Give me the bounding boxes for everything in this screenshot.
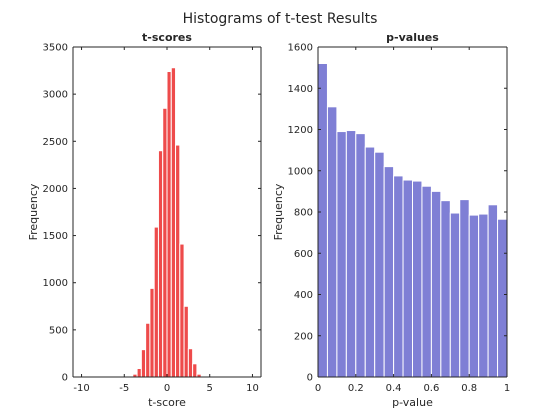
y-tick-label: 1600: [288, 43, 313, 54]
panel-title: t-scores: [142, 31, 192, 44]
y-tick-label: 2500: [43, 137, 68, 148]
bars: [317, 63, 508, 378]
histogram-bar: [153, 226, 159, 378]
histogram-bar: [355, 133, 366, 378]
x-tick-label: 10: [246, 383, 259, 394]
x-tick-label: 0.6: [423, 383, 439, 394]
histogram-bar: [345, 130, 357, 378]
x-tick-label: 0.4: [386, 383, 402, 394]
y-tick-label: 0: [307, 373, 313, 384]
x-tick-label: -5: [119, 383, 129, 394]
figure-title: Histograms of t-test Results: [183, 11, 378, 27]
histogram-bar: [192, 363, 198, 378]
y-tick-label: 3500: [43, 43, 68, 54]
histogram-bar: [145, 322, 151, 378]
t-scores-histogram: -10 -5 0 5 10 0 500 1000 1500 2000 2500 3000 3500 t-s…: [27, 31, 262, 409]
y-ticks: 0 500 1000 1500 2000 2500 3000 3500: [43, 43, 261, 384]
y-tick-label: 600: [294, 249, 313, 260]
histogram-bar: [170, 67, 177, 378]
histogram-bar: [136, 368, 142, 378]
histogram-bar: [175, 144, 181, 378]
y-tick-label: 200: [294, 331, 313, 342]
histogram-bar: [497, 218, 508, 378]
x-tick-label: 5: [207, 383, 213, 394]
histogram-bar: [449, 212, 461, 378]
p-values-histogram: 0 0.2 0.4 0.6 0.8 1 0 200 400 600 800 1000 1200 1400 1…: [272, 31, 510, 409]
histogram-bar: [487, 204, 499, 378]
histogram-bar: [468, 214, 480, 378]
x-tick-label: 0.2: [348, 383, 364, 394]
y-tick-label: 1200: [288, 125, 313, 136]
histogram-bar: [402, 179, 413, 378]
histogram-bar: [140, 349, 147, 378]
y-tick-label: 1400: [288, 84, 313, 95]
histogram-bar: [179, 243, 185, 378]
y-tick-label: 1000: [288, 166, 313, 177]
histogram-bar: [383, 166, 395, 378]
histogram-bar: [374, 151, 385, 378]
histogram-bar: [459, 199, 470, 378]
histogram-bar: [412, 180, 423, 378]
y-tick-label: 800: [294, 208, 313, 219]
x-axis-label: p-value: [392, 396, 433, 409]
y-tick-label: 0: [62, 373, 68, 384]
y-tick-label: 1000: [43, 278, 68, 289]
x-axis-label: t-score: [148, 396, 186, 409]
x-tick-label: -10: [73, 383, 89, 394]
x-tick-label: 0: [315, 383, 321, 394]
x-tick-label: 1: [504, 383, 510, 394]
panel-title: p-values: [386, 31, 439, 44]
x-tick-label: 0: [164, 383, 170, 394]
x-tick-label: 0.8: [461, 383, 477, 394]
histogram-bar: [183, 305, 189, 378]
histogram-bar: [157, 150, 164, 378]
histogram-bar: [478, 213, 489, 378]
y-tick-label: 400: [294, 290, 313, 301]
histogram-bar: [162, 107, 168, 378]
histogram-bar: [364, 146, 376, 378]
histogram-bar: [430, 190, 442, 378]
histogram-bar: [149, 287, 155, 378]
y-axis-label: Frequency: [27, 183, 40, 240]
y-tick-label: 3000: [43, 90, 68, 101]
y-tick-label: 2000: [43, 184, 68, 195]
y-tick-label: 500: [49, 325, 68, 336]
histogram-bar: [421, 185, 432, 378]
histogram-bar: [166, 71, 172, 378]
histogram-bar: [187, 348, 194, 378]
histogram-bar: [326, 106, 338, 378]
histogram-bar: [440, 200, 451, 378]
y-tick-label: 1500: [43, 231, 68, 242]
x-ticks: -10 -5 0 5 10: [73, 47, 259, 394]
histogram-bar: [393, 175, 404, 378]
y-axis-label: Frequency: [272, 183, 285, 240]
y-ticks: 0 200 400 600 800 1000 1200 1400 1600: [288, 43, 507, 384]
histogram-bar: [317, 63, 328, 378]
histogram-bar: [336, 131, 347, 378]
